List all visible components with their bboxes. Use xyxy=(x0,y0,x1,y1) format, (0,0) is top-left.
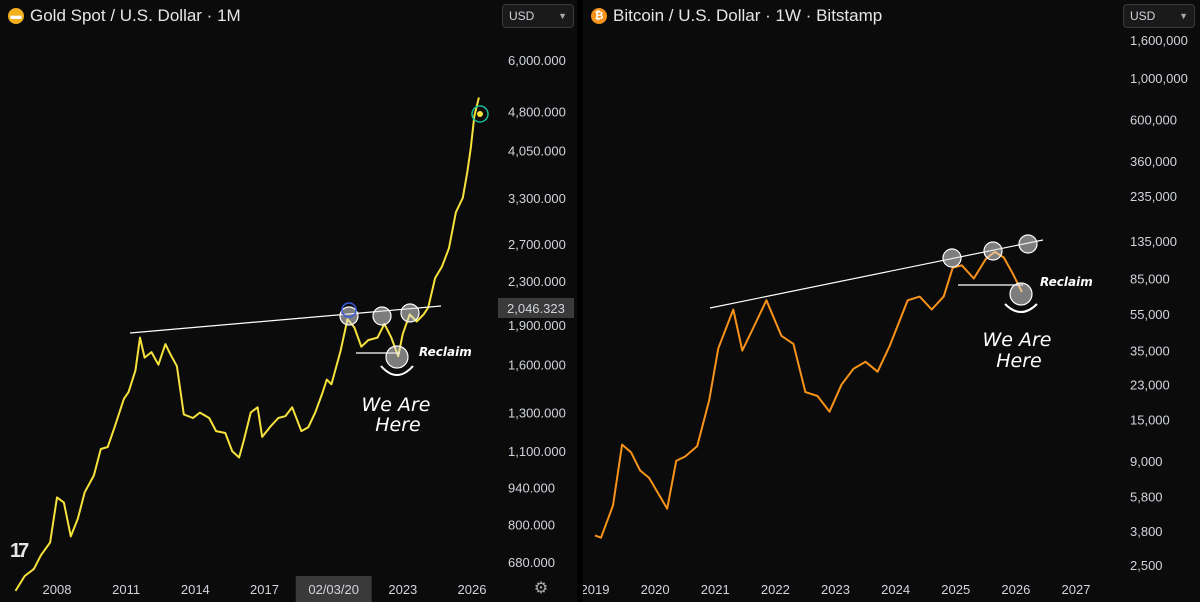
gold-reclaim-label: Reclaim xyxy=(419,345,472,359)
gold-here-label: Here xyxy=(375,414,420,436)
btc-y-tick-label: 3,800 xyxy=(1130,524,1163,539)
btc-y-tick-label: 85,000 xyxy=(1130,271,1170,286)
gold-crosshair-price-tag xyxy=(498,298,574,319)
gold-crosshair-date: 02/03/20 xyxy=(308,582,359,597)
btc-y-tick-label: 1,000,000 xyxy=(1130,71,1188,86)
chevron-down-icon: ▼ xyxy=(1179,11,1188,21)
gold-here-underline xyxy=(380,365,414,376)
btc-touch-marker xyxy=(983,241,1003,261)
btc-y-tick-label: 135,000 xyxy=(1130,234,1177,249)
btc-x-tick-label: 2019 xyxy=(583,582,609,597)
gold-current-marker xyxy=(471,105,489,123)
gold-touch-marker xyxy=(400,303,420,323)
gold-touch-marker xyxy=(372,306,392,326)
settings-gear-icon[interactable]: ⚙ xyxy=(533,580,549,597)
btc-we-are-label: We Are xyxy=(982,329,1051,351)
gold-y-tick-label: 680.000 xyxy=(508,555,555,570)
gold-chart-panel[interactable]: ▬ Gold Spot / U.S. Dollar · 1M USD ▼ 6,0… xyxy=(0,0,577,602)
gold-y-tick-label: 1,300.000 xyxy=(508,406,566,421)
bitcoin-icon: ₿ xyxy=(591,8,607,24)
btc-y-tick-label: 600,000 xyxy=(1130,113,1177,128)
btc-y-tick-label: 235,000 xyxy=(1130,189,1177,204)
gold-y-tick-label: 1,600.000 xyxy=(508,358,566,373)
gold-bars-icon: ▬ xyxy=(8,8,24,24)
btc-touch-marker xyxy=(1018,234,1038,254)
gold-y-tick-label: 1,900.000 xyxy=(508,318,566,333)
gold-y-tick-label: 2,700.000 xyxy=(508,237,566,252)
gold-currency-select[interactable]: USD ▼ xyxy=(502,4,574,28)
btc-x-tick-label: 2025 xyxy=(941,582,970,597)
gold-blue-marker xyxy=(341,302,357,318)
gold-currency-label: USD xyxy=(509,9,535,23)
btc-currency-label: USD xyxy=(1130,9,1156,23)
btc-y-tick-label: 360,000 xyxy=(1130,154,1177,169)
gold-x-tick-label: 2008 xyxy=(43,582,72,597)
gold-x-tick-label: 2014 xyxy=(181,582,210,597)
gold-title-text: Gold Spot / U.S. Dollar · 1M xyxy=(30,6,241,25)
gold-chart-canvas[interactable]: 6,000.000 4,800.000 4,050.000 3,300.000 2,70… xyxy=(0,0,577,602)
btc-here-marker xyxy=(1009,282,1033,306)
gold-y-tick-label: 2,300.000 xyxy=(508,274,566,289)
chevron-down-icon: ▼ xyxy=(558,11,567,21)
btc-x-tick-label: 2024 xyxy=(881,582,910,597)
btc-y-tick-label: 15,000 xyxy=(1130,412,1170,427)
btc-x-tick-label: 2022 xyxy=(761,582,790,597)
gold-current-dot xyxy=(477,111,483,117)
btc-y-tick-label: 5,800 xyxy=(1130,490,1163,505)
gold-y-tick-label: 6,000.000 xyxy=(508,53,566,68)
btc-reclaim-label: Reclaim xyxy=(1040,275,1093,289)
btc-y-tick-label: 9,000 xyxy=(1130,454,1163,469)
gold-crosshair-date-tag xyxy=(295,576,372,602)
gold-chart-title: ▬ Gold Spot / U.S. Dollar · 1M xyxy=(8,6,241,26)
gold-y-tick-label: 4,050.000 xyxy=(508,144,566,159)
btc-currency-select[interactable]: USD ▼ xyxy=(1123,4,1195,28)
btc-here-underline xyxy=(1004,303,1038,313)
btc-x-tick-label: 2027 xyxy=(1062,582,1091,597)
gold-y-tick-label: 800.000 xyxy=(508,518,555,533)
gold-x-tick-label: 2023 xyxy=(388,582,417,597)
btc-title-text: Bitcoin / U.S. Dollar · 1W · Bitstamp xyxy=(613,6,883,25)
btc-y-tick-label: 2,500 xyxy=(1130,558,1163,573)
btc-chart-panel[interactable]: ₿ Bitcoin / U.S. Dollar · 1W · Bitstamp … xyxy=(583,0,1200,602)
gold-x-tick-label: 2017 xyxy=(250,582,279,597)
btc-y-tick-label: 23,000 xyxy=(1130,378,1170,393)
tradingview-logo: 17 xyxy=(10,540,29,562)
gold-y-tick-label: 3,300.000 xyxy=(508,191,566,206)
gold-y-tick-label: 940.000 xyxy=(508,480,555,495)
gold-touch-marker xyxy=(339,306,359,326)
btc-x-tick-label: 2023 xyxy=(821,582,850,597)
btc-x-tick-label: 2026 xyxy=(1001,582,1030,597)
gold-price-line xyxy=(14,97,480,592)
gold-x-tick-label: 2026 xyxy=(458,582,487,597)
btc-chart-canvas[interactable]: 1,600,000 1,000,000 600,000 360,000 235,000 1… xyxy=(583,0,1200,602)
gold-we-are-label: We Are xyxy=(361,394,430,416)
btc-price-line xyxy=(594,250,1023,539)
btc-y-tick-label: 1,600,000 xyxy=(1130,33,1188,48)
btc-touch-marker xyxy=(942,248,962,268)
btc-y-tick-label: 35,000 xyxy=(1130,344,1170,359)
gold-crosshair-price: 2,046.323 xyxy=(507,301,565,316)
gold-here-marker xyxy=(385,345,409,369)
gold-trendline xyxy=(129,305,442,334)
btc-y-tick-label: 55,000 xyxy=(1130,307,1170,322)
gold-y-tick-label: 4,800.000 xyxy=(508,104,566,119)
btc-x-tick-label: 2020 xyxy=(641,582,670,597)
gold-x-tick-label: 2011 xyxy=(112,582,140,597)
btc-here-label: Here xyxy=(996,350,1041,372)
gold-y-tick-label: 1,100.000 xyxy=(508,444,566,459)
panel-divider[interactable] xyxy=(577,0,583,602)
btc-chart-title: ₿ Bitcoin / U.S. Dollar · 1W · Bitstamp xyxy=(591,6,882,26)
btc-x-tick-label: 2021 xyxy=(701,582,730,597)
